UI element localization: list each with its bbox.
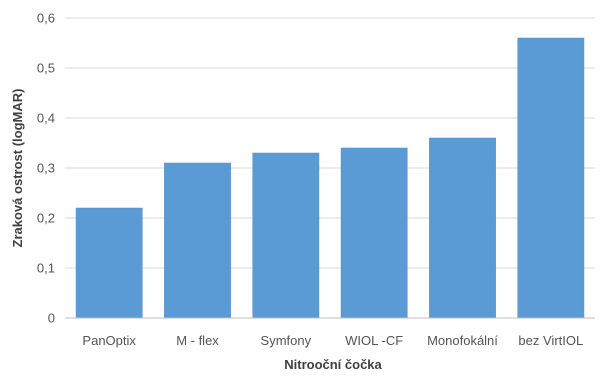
y-axis-title: Zraková ostrost (logMAR) xyxy=(10,89,25,248)
bars xyxy=(75,37,585,319)
y-tick-label: 0,4 xyxy=(37,111,55,126)
bar-monofok-ln xyxy=(429,137,496,319)
x-tick-label: Monofokální xyxy=(427,333,498,348)
x-tick-label: Symfony xyxy=(261,333,312,348)
bar-wiol-cf xyxy=(340,147,408,319)
x-tick-label: WIOL -CF xyxy=(345,333,403,348)
x-tick-label: bez VirtIOL xyxy=(518,333,583,348)
x-tick-labels: PanOptix M - flex Symfony WIOL -CF Monofokál… xyxy=(82,333,583,348)
bar-symfony xyxy=(252,152,320,319)
bar-bez-virtiol xyxy=(517,37,585,319)
x-tick-label: M - flex xyxy=(176,333,219,348)
y-tick-labels: 0 0,1 0,2 0,3 0,4 0,5 0,6 xyxy=(37,11,55,326)
y-tick-label: 0,5 xyxy=(37,61,55,76)
y-tick-label: 0 xyxy=(48,311,55,326)
y-tick-label: 0,2 xyxy=(37,211,55,226)
bar-m-flex xyxy=(164,162,231,319)
y-tick-label: 0,1 xyxy=(37,261,55,276)
gridlines xyxy=(65,17,595,269)
y-tick-label: 0,3 xyxy=(37,161,55,176)
x-tick-label: PanOptix xyxy=(82,333,136,348)
x-axis-title: Nitrooční čočka xyxy=(284,357,382,372)
y-tick-label: 0,6 xyxy=(37,11,55,26)
bar-panoptix xyxy=(75,207,143,319)
